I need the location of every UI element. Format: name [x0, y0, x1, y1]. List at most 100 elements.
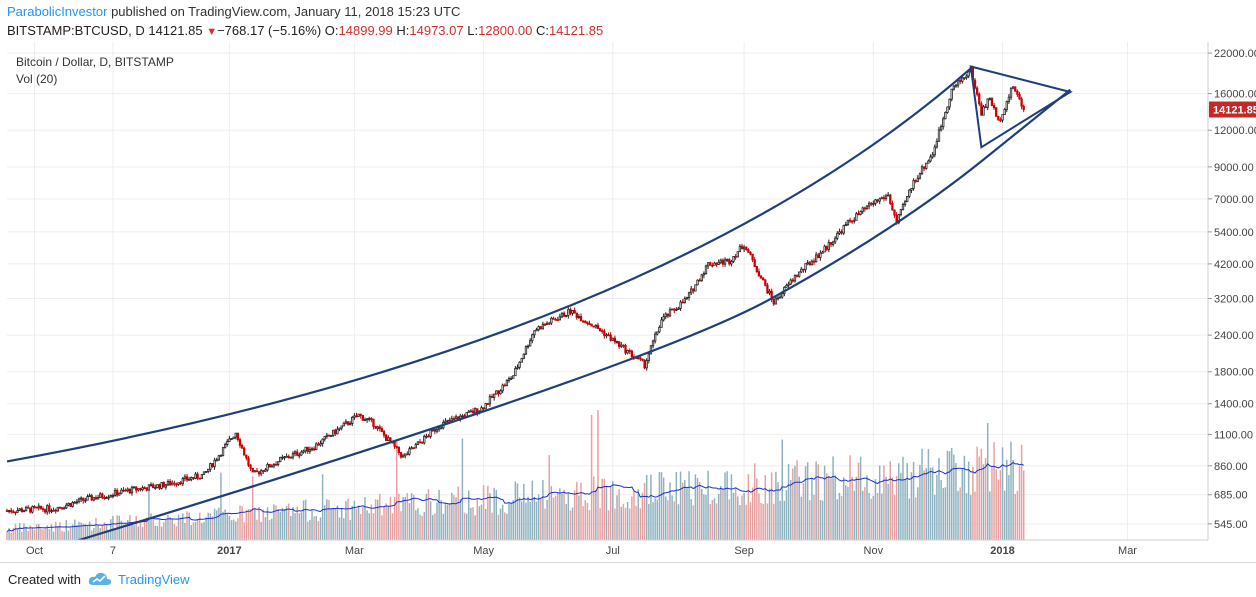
candle-body [889, 194, 892, 204]
tradingview-link[interactable]: TradingView [118, 572, 190, 587]
candle-body [162, 482, 165, 488]
candle-body [113, 490, 117, 496]
candle-body [942, 118, 945, 127]
volume-bar [1003, 490, 1006, 540]
candle-body [906, 195, 909, 203]
candle-body [274, 463, 278, 466]
volume-bar [167, 514, 169, 540]
volume-bar [179, 517, 182, 540]
chart-area[interactable]: 22000.00 16000.00 12000.00 9000.00 7000.00 54… [0, 42, 1256, 562]
down-arrow-icon: ▼ [206, 26, 218, 38]
candle-body [516, 366, 519, 369]
candle-body [380, 428, 384, 432]
volume-bar [298, 513, 301, 540]
candle-body [878, 198, 881, 202]
candle-body [586, 321, 589, 324]
volume-bar [775, 471, 777, 540]
volume-bar [887, 483, 889, 540]
candle-body [908, 189, 911, 197]
volume-bar [931, 467, 934, 540]
candle-body [141, 487, 144, 491]
candle-body [382, 431, 386, 436]
volume-bar [177, 514, 180, 540]
volume-bar [211, 516, 214, 540]
candle-body [18, 508, 21, 511]
volume-bar [684, 480, 686, 540]
candle-body [825, 245, 828, 250]
candle-body [253, 470, 256, 473]
price-chart[interactable]: 22000.00 16000.00 12000.00 9000.00 7000.00 54… [0, 42, 1256, 562]
candle-body [185, 476, 189, 481]
candle-body [251, 467, 254, 473]
candle-body [696, 279, 699, 286]
volume-bar [739, 505, 741, 540]
volume-bar [584, 500, 587, 540]
price-axis[interactable] [1208, 42, 1256, 540]
candle-body [289, 456, 292, 459]
volume-bar [338, 517, 341, 540]
volume-bar [965, 493, 968, 540]
volume-bar [821, 500, 824, 540]
candle-body [1001, 114, 1004, 121]
volume-bar [692, 505, 695, 540]
candle-body [399, 452, 403, 458]
candle-body [325, 434, 328, 437]
candle-body [39, 505, 43, 510]
open-value: 14899.99 [338, 23, 393, 38]
volume-bar [599, 508, 601, 540]
candle-body [673, 308, 676, 311]
author-link[interactable]: ParabolicInvestor [7, 4, 108, 19]
volume-bar [468, 490, 470, 540]
volume-bar [245, 509, 248, 540]
volume-bar [758, 493, 760, 540]
volume-bar [1001, 447, 1004, 540]
volume-bar [434, 513, 436, 540]
candle-body [764, 279, 767, 286]
candle-body [620, 344, 623, 347]
volume-bar [542, 479, 544, 540]
candle-body [50, 510, 53, 513]
candle-body [116, 490, 119, 496]
candle-body [588, 323, 591, 325]
volume-bar [349, 520, 351, 540]
candle-body [791, 279, 794, 282]
volume-bar [980, 448, 983, 540]
candle-body [211, 463, 214, 468]
candle-body [719, 259, 722, 263]
volume-bar [237, 518, 239, 540]
candle-body [73, 501, 76, 504]
volume-bar [747, 474, 750, 540]
candle-body [58, 506, 62, 509]
candle-body [745, 246, 748, 250]
time-axis[interactable] [0, 540, 1208, 562]
tradingview-cloud-icon[interactable] [88, 571, 112, 587]
candle-body [514, 368, 517, 377]
candle-body [92, 497, 95, 501]
candle-body [990, 98, 994, 106]
volume-bar [357, 505, 360, 540]
candle-body [188, 478, 191, 481]
volume-bar [351, 505, 354, 540]
candle-body [842, 225, 845, 234]
candle-body [332, 429, 335, 436]
volume-bar [1014, 494, 1016, 540]
volume-bar [762, 503, 764, 540]
volume-bar [444, 502, 447, 540]
volume-bar [984, 458, 987, 540]
candle-body [22, 510, 26, 513]
volume-bar [919, 464, 921, 540]
volume-bar [796, 460, 798, 540]
candle-body [541, 323, 545, 330]
volume-bar [770, 472, 773, 540]
candle-body [605, 334, 608, 337]
candle-body [414, 444, 417, 449]
candle-body [268, 463, 271, 468]
candle-body [933, 146, 936, 156]
candle-body [607, 334, 610, 337]
volume-bar [124, 523, 127, 540]
candle-body [810, 260, 814, 266]
volume-bar [383, 506, 385, 540]
candle-body [181, 477, 184, 485]
candle-body [509, 377, 513, 380]
candle-body [12, 511, 15, 514]
